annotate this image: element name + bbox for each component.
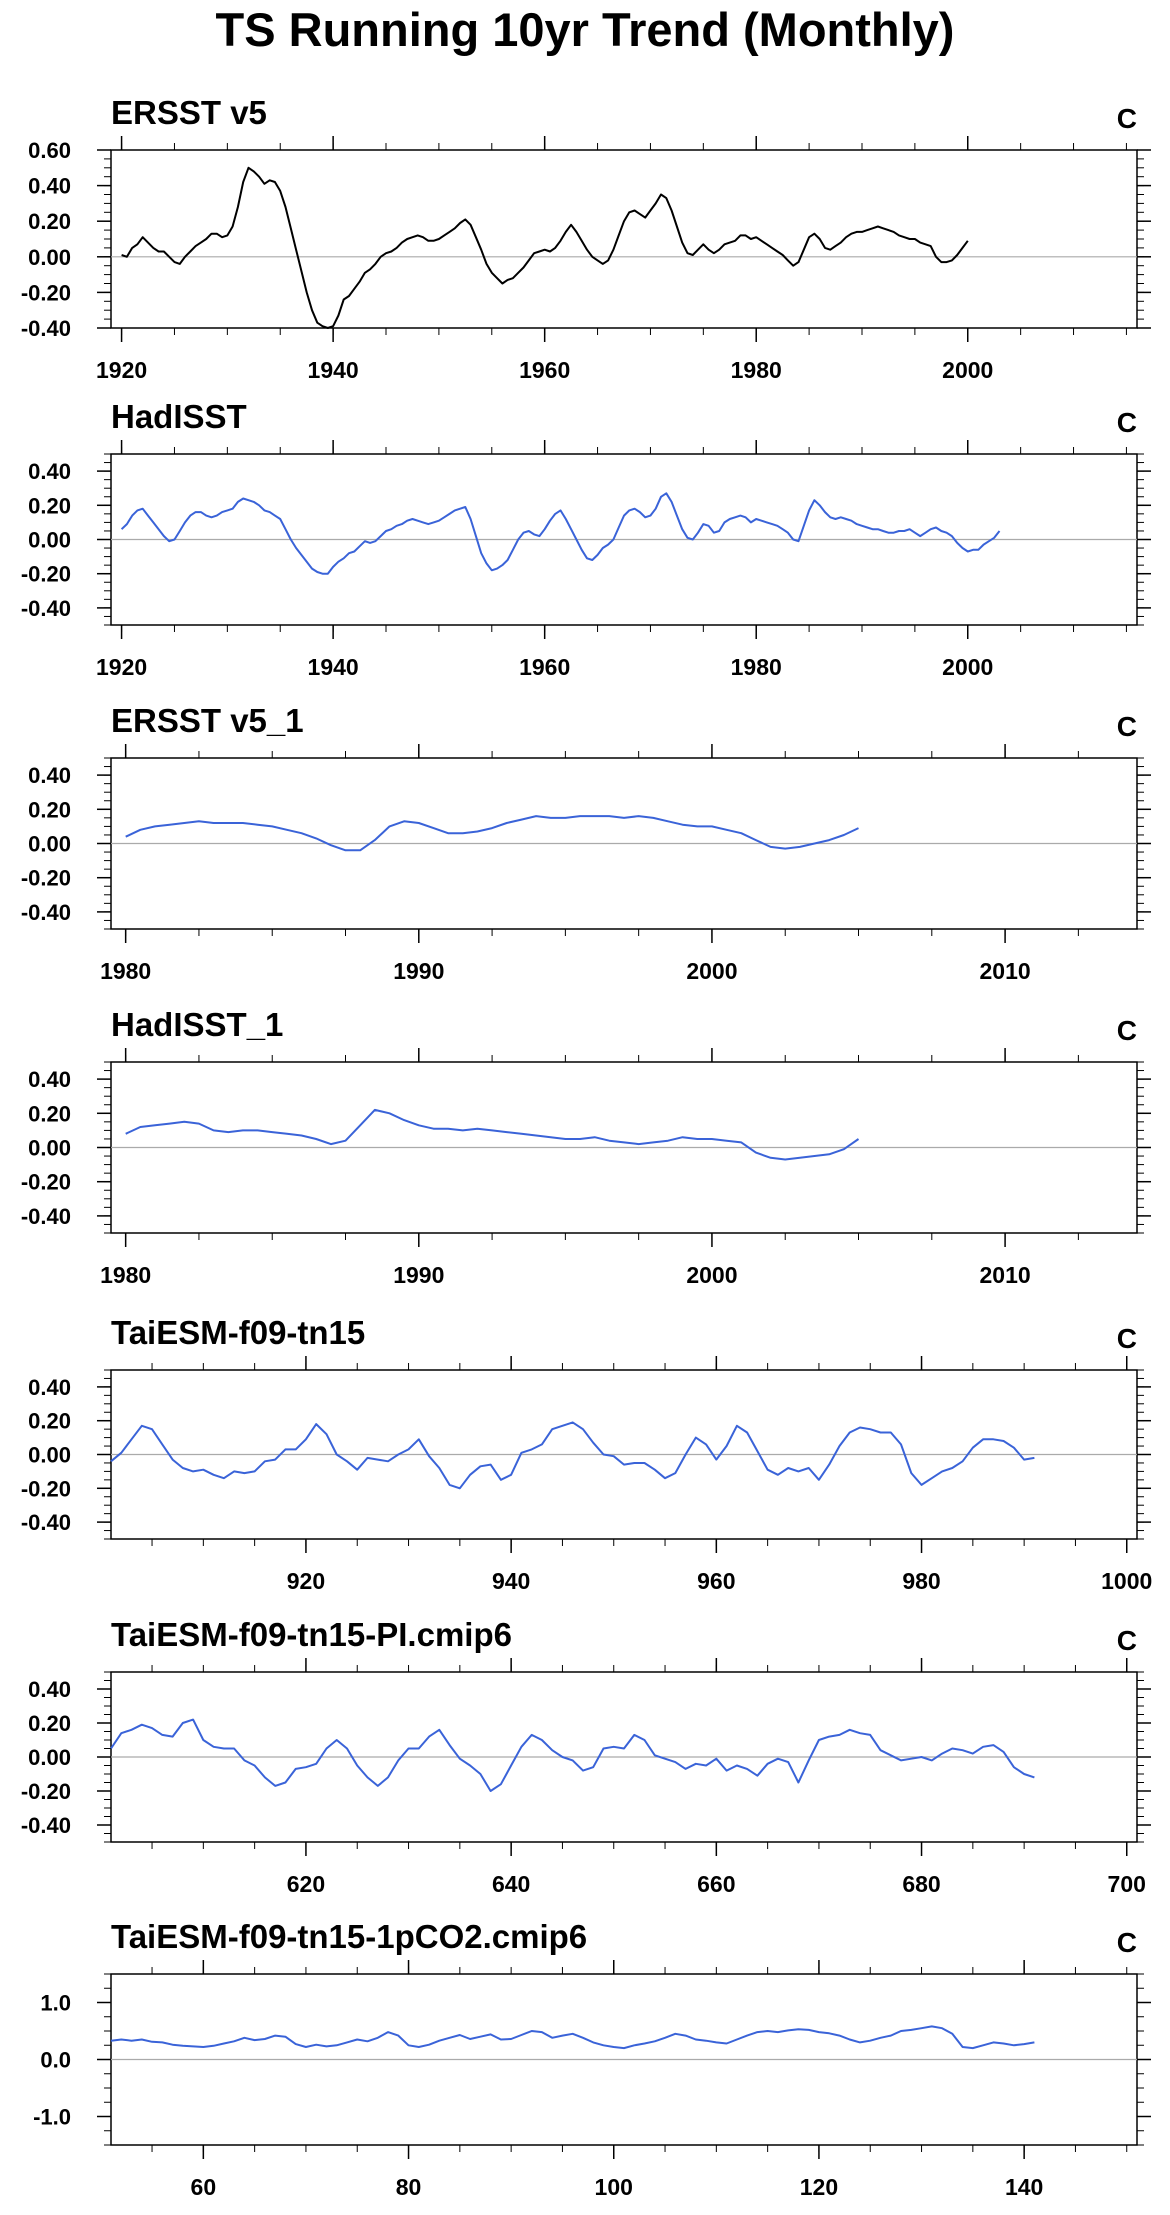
y-tick-label: 0.40 <box>28 1067 71 1092</box>
x-tick-label: 640 <box>492 1871 530 1897</box>
y-tick-label: 0.20 <box>28 797 71 822</box>
x-tick-label: 660 <box>697 1871 735 1897</box>
series-line <box>110 2025 1035 2050</box>
chart-panel-1: ERSST v5 C -0.40 -0.20 0.00 0.20 0.40 0.60 1920 1… <box>21 94 1151 383</box>
x-tick-label: 2000 <box>942 357 993 383</box>
x-tick-label: 1980 <box>100 958 151 984</box>
y-tick-label: -0.40 <box>21 1510 71 1535</box>
y-tick-label: 0.20 <box>28 1409 71 1434</box>
units-label: C <box>1117 1927 1137 1958</box>
x-tick-label: 940 <box>492 1568 530 1594</box>
chart-panel-7: TaiESM-f09-tn15-1pCO2.cmip6 C -1.0 0.0 1.0 60… <box>33 1918 1151 2200</box>
chart-title: ERSST v5_1 <box>111 702 304 739</box>
y-tick-label: 0.20 <box>28 1711 71 1736</box>
x-tick-label: 680 <box>902 1871 940 1897</box>
y-tick-label: -0.20 <box>21 280 71 305</box>
y-tick-label: 1.0 <box>40 1991 71 2016</box>
series-line <box>110 1421 1035 1490</box>
x-tick-label: 1940 <box>308 357 359 383</box>
x-tick-label: 100 <box>595 2174 633 2200</box>
x-tick-label: 960 <box>697 1568 735 1594</box>
series-line <box>125 815 859 852</box>
main-title: TS Running 10yr Trend (Monthly) <box>215 3 955 56</box>
units-label: C <box>1117 1015 1137 1046</box>
x-tick-label: 60 <box>191 2174 217 2200</box>
y-tick-label: 0.0 <box>40 2048 71 2073</box>
x-tick-label: 80 <box>396 2174 422 2200</box>
x-tick-label: 140 <box>1005 2174 1043 2200</box>
y-tick-label: -0.40 <box>21 1813 71 1838</box>
units-label: C <box>1117 711 1137 742</box>
chart-title: HadISST_1 <box>111 1006 283 1043</box>
x-tick-label: 1980 <box>731 357 782 383</box>
y-tick-label: 0.00 <box>28 1745 71 1770</box>
chart-panel-3: ERSST v5_1 C -0.40 -0.20 0.00 0.20 0.40 1980 199… <box>21 702 1151 984</box>
y-tick-label: -0.20 <box>21 1170 71 1195</box>
y-tick-label: 0.40 <box>28 1677 71 1702</box>
y-tick-label: -0.20 <box>21 1476 71 1501</box>
x-tick-label: 120 <box>800 2174 838 2200</box>
chart-title: TaiESM-f09-tn15-PI.cmip6 <box>111 1616 512 1653</box>
y-tick-label: 0.00 <box>28 1443 71 1468</box>
x-tick-label: 620 <box>287 1871 325 1897</box>
series-line <box>120 492 1001 575</box>
y-tick-label: 0.40 <box>28 174 71 199</box>
series-line <box>125 1108 860 1161</box>
x-tick-label: 1990 <box>393 958 444 984</box>
x-tick-label: 1000 <box>1101 1568 1152 1594</box>
y-tick-label: 0.20 <box>28 1101 71 1126</box>
y-tick-label: -1.0 <box>33 2105 71 2130</box>
x-tick-label: 1980 <box>731 654 782 680</box>
x-tick-label: 2010 <box>979 1262 1030 1288</box>
units-label: C <box>1117 1323 1137 1354</box>
x-tick-label: 1960 <box>519 654 570 680</box>
chart-panel-2: HadISST C -0.40 -0.20 0.00 0.20 0.40 1920 1940 19… <box>21 398 1151 680</box>
y-tick-label: -0.40 <box>21 900 71 925</box>
y-tick-label: -0.40 <box>21 316 71 341</box>
y-tick-label: 0.40 <box>28 763 71 788</box>
chart-title: TaiESM-f09-tn15 <box>111 1314 365 1351</box>
y-tick-label: 0.60 <box>28 138 71 163</box>
y-tick-label: 0.00 <box>28 832 71 857</box>
x-tick-label: 2000 <box>686 1262 737 1288</box>
y-tick-label: -0.20 <box>21 562 71 587</box>
chart-panel-4: HadISST_1 C -0.40 -0.20 0.00 0.20 0.40 1980 1990… <box>21 1006 1151 1288</box>
plot-frame <box>110 149 1138 329</box>
chart-panel-6: TaiESM-f09-tn15-PI.cmip6 C -0.40 -0.20 0.00 0… <box>21 1616 1151 1897</box>
x-tick-label: 980 <box>902 1568 940 1594</box>
y-tick-label: 0.20 <box>28 493 71 518</box>
x-tick-label: 700 <box>1108 1871 1146 1897</box>
x-tick-label: 1960 <box>519 357 570 383</box>
x-tick-label: 1920 <box>96 654 147 680</box>
y-tick-label: -0.40 <box>21 596 71 621</box>
chart-title: HadISST <box>111 398 247 435</box>
units-label: C <box>1117 103 1137 134</box>
x-tick-label: 920 <box>287 1568 325 1594</box>
x-tick-label: 2000 <box>942 654 993 680</box>
chart-title: ERSST v5 <box>111 94 267 131</box>
chart-title: TaiESM-f09-tn15-1pCO2.cmip6 <box>111 1918 587 1955</box>
y-tick-label: -0.20 <box>21 866 71 891</box>
y-tick-label: -0.20 <box>21 1779 71 1804</box>
y-tick-label: 0.20 <box>28 209 71 234</box>
x-tick-label: 1940 <box>308 654 359 680</box>
y-tick-label: 0.00 <box>28 528 71 553</box>
chart-panel-5: TaiESM-f09-tn15 C -0.40 -0.20 0.00 0.20 0.40 92… <box>21 1314 1152 1594</box>
x-tick-label: 2010 <box>979 958 1030 984</box>
x-tick-label: 2000 <box>686 958 737 984</box>
x-tick-label: 1990 <box>393 1262 444 1288</box>
units-label: C <box>1117 1625 1137 1656</box>
y-tick-label: 0.00 <box>28 245 71 270</box>
units-label: C <box>1117 407 1137 438</box>
y-tick-label: 0.40 <box>28 459 71 484</box>
series-line <box>121 166 969 329</box>
y-tick-label: 0.40 <box>28 1375 71 1400</box>
y-tick-label: 0.00 <box>28 1136 71 1161</box>
y-tick-label: -0.40 <box>21 1204 71 1229</box>
series-line <box>110 1718 1035 1792</box>
x-tick-label: 1980 <box>100 1262 151 1288</box>
x-tick-label: 1920 <box>96 357 147 383</box>
